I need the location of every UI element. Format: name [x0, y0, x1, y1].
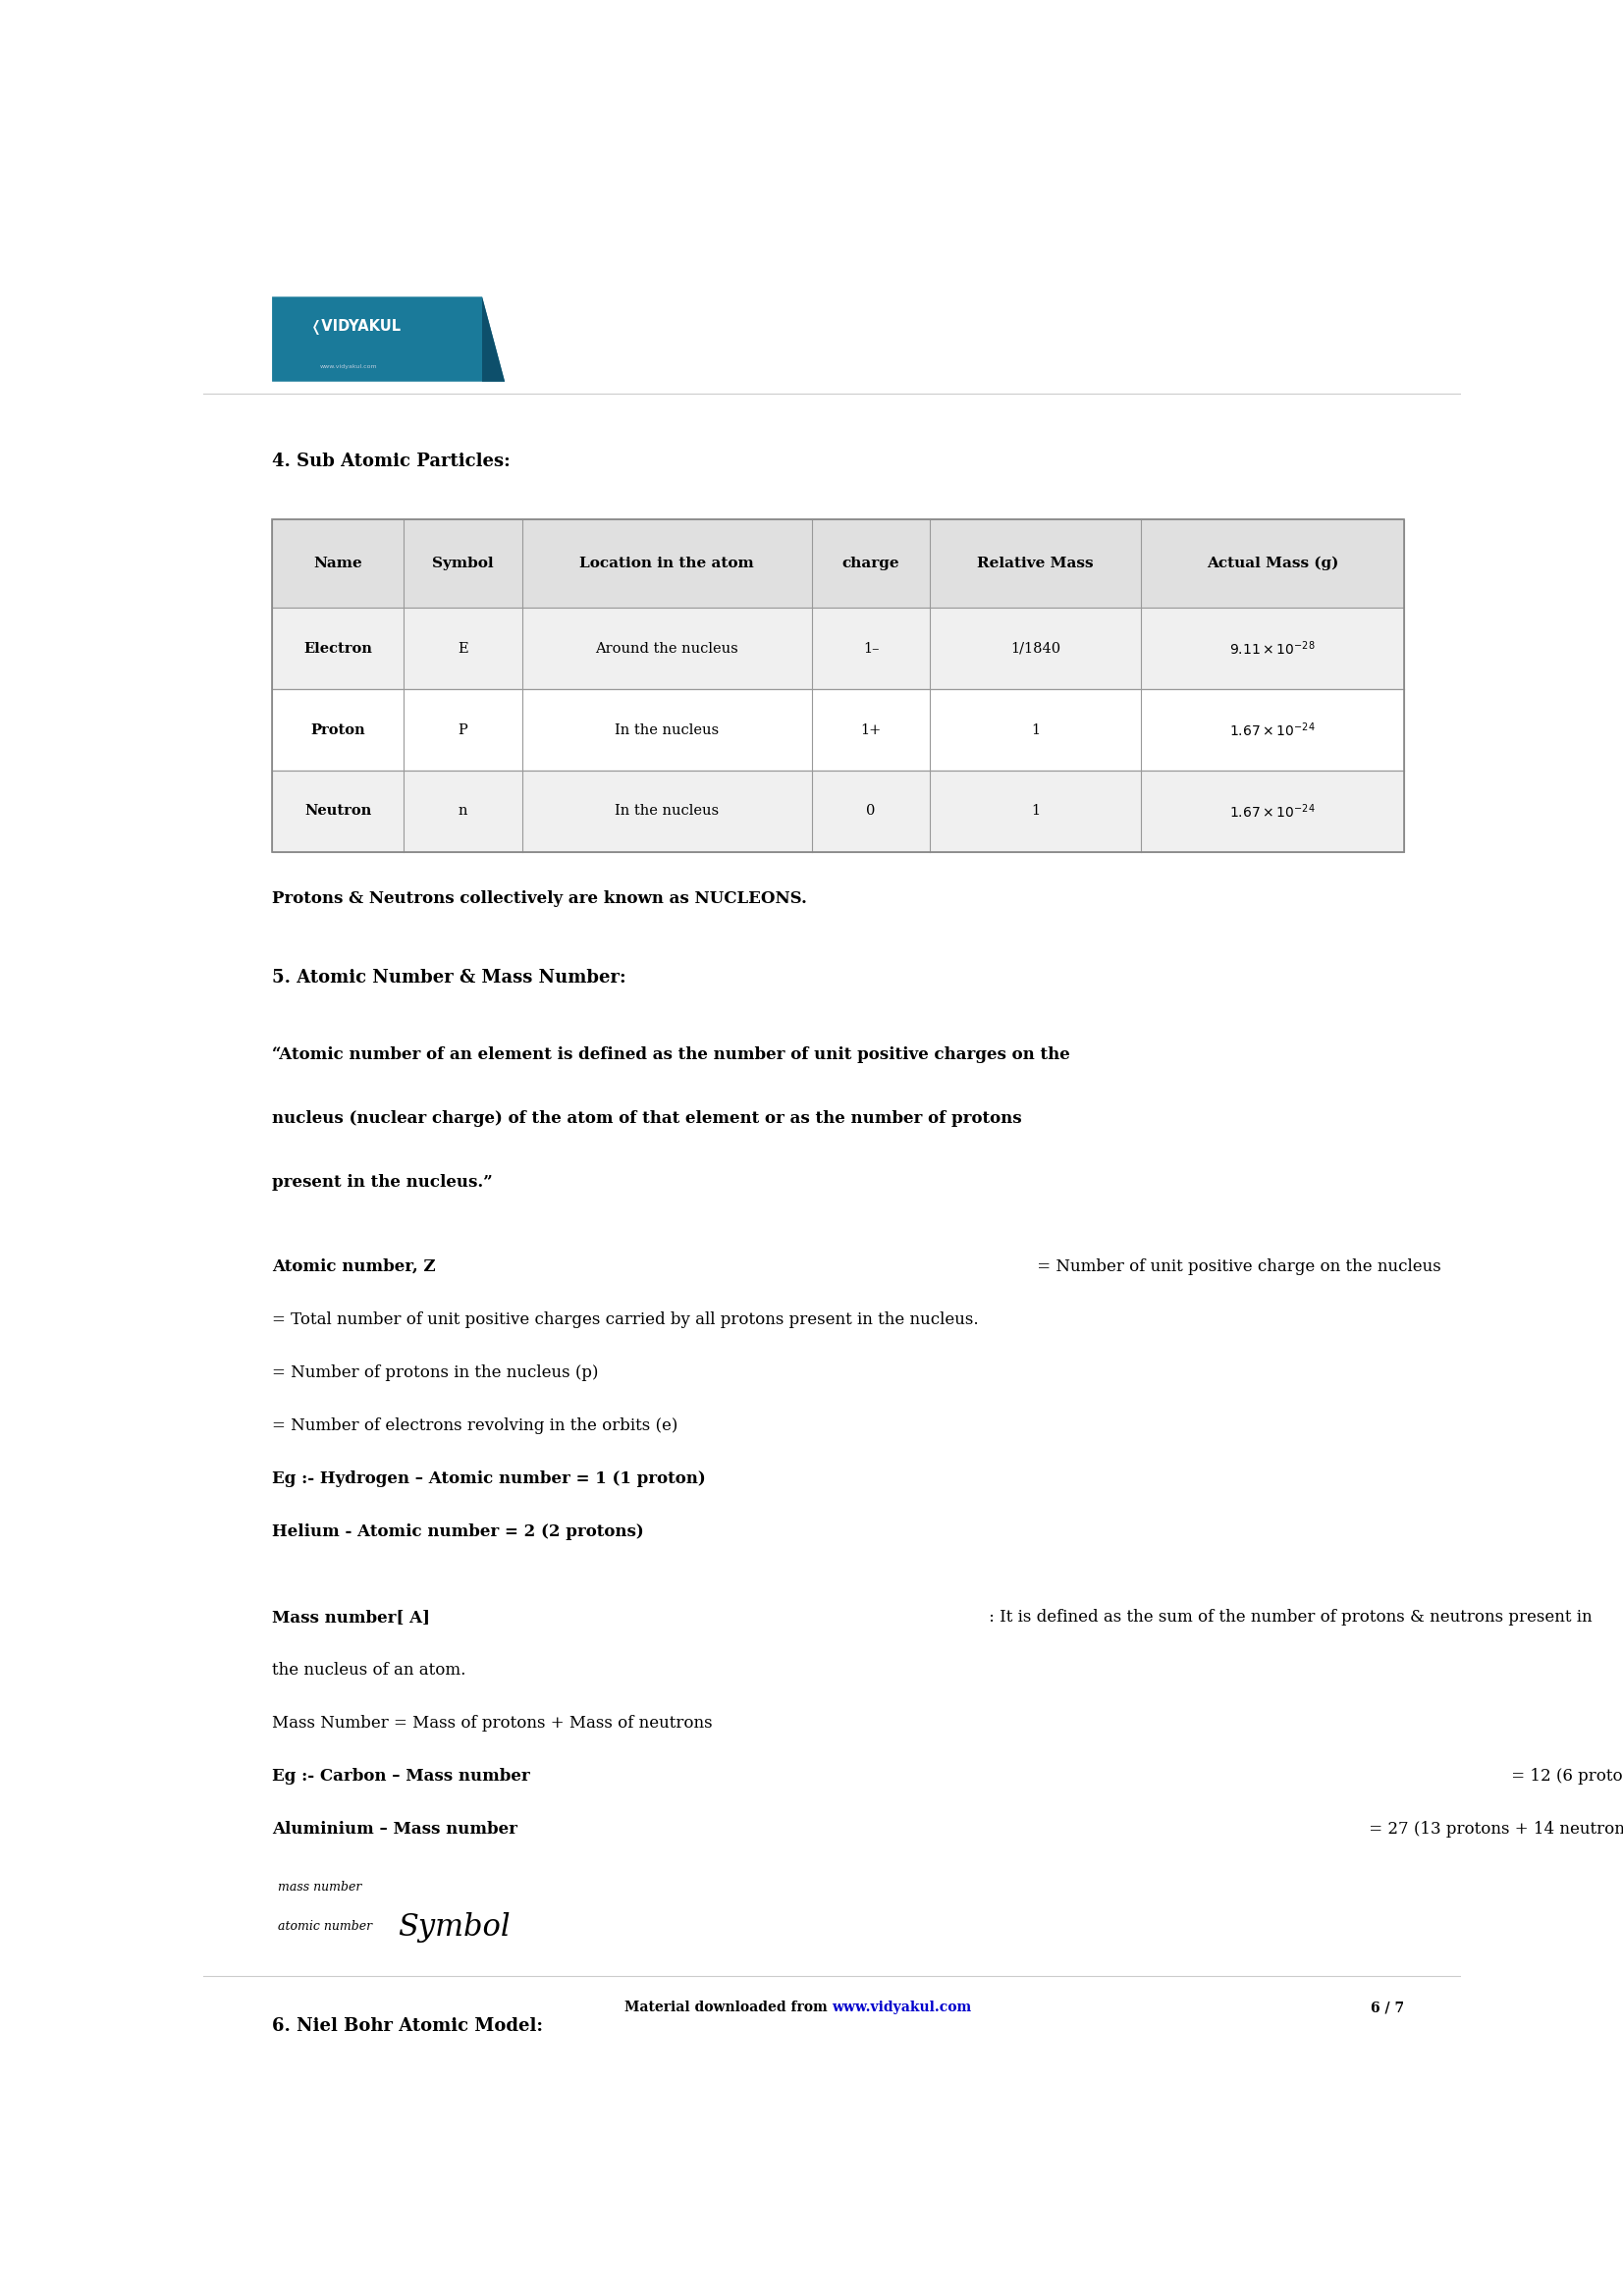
Text: mass number: mass number [279, 1880, 362, 1894]
Text: Around the nucleus: Around the nucleus [596, 641, 738, 654]
Text: 1/1840: 1/1840 [1011, 641, 1060, 654]
Text: ❬VIDYAKUL: ❬VIDYAKUL [310, 319, 401, 335]
FancyBboxPatch shape [273, 608, 1404, 689]
Text: www.vidyakul.com: www.vidyakul.com [320, 363, 378, 370]
Text: n: n [458, 804, 467, 817]
Text: Material downloaded from: Material downloaded from [623, 2002, 833, 2016]
Text: 1–: 1– [863, 641, 880, 654]
Text: Location in the atom: Location in the atom [579, 558, 755, 572]
Text: the nucleus of an atom.: the nucleus of an atom. [273, 1662, 466, 1678]
FancyBboxPatch shape [273, 689, 1404, 771]
Text: Neutron: Neutron [305, 804, 372, 817]
Polygon shape [273, 296, 505, 381]
Text: 1: 1 [1031, 804, 1040, 817]
Text: Mass Number = Mass of protons + Mass of neutrons: Mass Number = Mass of protons + Mass of … [273, 1715, 712, 1731]
Text: $1.67 \times 10^{-24}$: $1.67 \times 10^{-24}$ [1230, 801, 1316, 820]
Text: $1.67 \times 10^{-24}$: $1.67 \times 10^{-24}$ [1230, 721, 1316, 739]
Text: Helium - Atomic number = 2 (2 protons): Helium - Atomic number = 2 (2 protons) [273, 1525, 644, 1541]
Text: Electron: Electron [304, 641, 372, 654]
Text: $9.11 \times 10^{-28}$: $9.11 \times 10^{-28}$ [1230, 638, 1315, 657]
Text: “Atomic number of an element is defined as the number of unit positive charges o: “Atomic number of an element is defined … [273, 1047, 1070, 1063]
Text: = Number of electrons revolving in the orbits (e): = Number of electrons revolving in the o… [273, 1417, 678, 1435]
Text: Symbol: Symbol [398, 1913, 510, 1942]
Text: Name: Name [313, 558, 362, 572]
Text: = 12 (6 protons + 6 neutrons) Mass = 12u: = 12 (6 protons + 6 neutrons) Mass = 12u [1506, 1768, 1623, 1784]
Text: Actual Mass (g): Actual Mass (g) [1206, 556, 1339, 572]
Text: = Total number of unit positive charges carried by all protons present in the nu: = Total number of unit positive charges … [273, 1311, 979, 1327]
Text: 5. Atomic Number & Mass Number:: 5. Atomic Number & Mass Number: [273, 969, 626, 987]
Text: : It is defined as the sum of the number of protons & neutrons present in: : It is defined as the sum of the number… [984, 1609, 1592, 1626]
Text: P: P [458, 723, 467, 737]
Text: Mass number[ A]: Mass number[ A] [273, 1609, 430, 1626]
Text: present in the nucleus.”: present in the nucleus.” [273, 1173, 493, 1189]
FancyBboxPatch shape [273, 519, 1404, 608]
Text: 4. Sub Atomic Particles:: 4. Sub Atomic Particles: [273, 452, 510, 471]
Text: atomic number: atomic number [279, 1919, 373, 1933]
FancyBboxPatch shape [273, 771, 1404, 852]
Text: 1: 1 [1031, 723, 1040, 737]
Text: charge: charge [842, 558, 899, 572]
Text: nucleus (nuclear charge) of the atom of that element or as the number of protons: nucleus (nuclear charge) of the atom of … [273, 1109, 1022, 1127]
Text: = Number of unit positive charge on the nucleus: = Number of unit positive charge on the … [1032, 1258, 1441, 1274]
Text: = Number of protons in the nucleus (p): = Number of protons in the nucleus (p) [273, 1364, 599, 1382]
Text: Eg :- Hydrogen – Atomic number = 1 (1 proton): Eg :- Hydrogen – Atomic number = 1 (1 pr… [273, 1472, 706, 1488]
Text: In the nucleus: In the nucleus [615, 723, 719, 737]
Text: 1+: 1+ [860, 723, 881, 737]
Text: Protons & Neutrons collectively are known as NUCLEONS.: Protons & Neutrons collectively are know… [273, 891, 807, 907]
Text: Proton: Proton [310, 723, 365, 737]
Text: www.vidyakul.com: www.vidyakul.com [833, 2002, 972, 2016]
Text: E: E [458, 641, 467, 654]
Text: Relative Mass: Relative Mass [977, 558, 1094, 572]
Text: In the nucleus: In the nucleus [615, 804, 719, 817]
Text: 0: 0 [867, 804, 875, 817]
Text: 6 / 7: 6 / 7 [1370, 2002, 1404, 2016]
Text: Symbol: Symbol [432, 558, 493, 572]
Polygon shape [482, 296, 505, 381]
Text: = 27 (13 protons + 14 neutrons) Mass = 27u: = 27 (13 protons + 14 neutrons) Mass = 2… [1365, 1821, 1623, 1837]
Text: Atomic number, Z: Atomic number, Z [273, 1258, 435, 1274]
Text: Eg :- Carbon – Mass number: Eg :- Carbon – Mass number [273, 1768, 531, 1784]
Text: 6. Niel Bohr Atomic Model:: 6. Niel Bohr Atomic Model: [273, 2016, 544, 2034]
Text: Aluminium – Mass number: Aluminium – Mass number [273, 1821, 518, 1837]
